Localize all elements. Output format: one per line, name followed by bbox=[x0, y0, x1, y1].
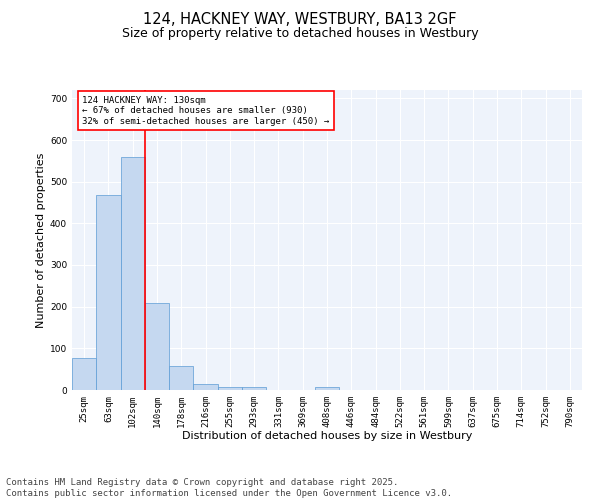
Bar bbox=[145, 304, 169, 390]
Y-axis label: Number of detached properties: Number of detached properties bbox=[36, 152, 46, 328]
Text: Size of property relative to detached houses in Westbury: Size of property relative to detached ho… bbox=[122, 28, 478, 40]
Bar bbox=[193, 384, 218, 390]
Bar bbox=[315, 387, 339, 390]
Bar bbox=[72, 358, 96, 390]
Bar bbox=[218, 386, 242, 390]
Bar bbox=[242, 386, 266, 390]
Text: Contains HM Land Registry data © Crown copyright and database right 2025.
Contai: Contains HM Land Registry data © Crown c… bbox=[6, 478, 452, 498]
Text: 124, HACKNEY WAY, WESTBURY, BA13 2GF: 124, HACKNEY WAY, WESTBURY, BA13 2GF bbox=[143, 12, 457, 28]
Text: 124 HACKNEY WAY: 130sqm
← 67% of detached houses are smaller (930)
32% of semi-d: 124 HACKNEY WAY: 130sqm ← 67% of detache… bbox=[82, 96, 329, 126]
Bar bbox=[96, 195, 121, 390]
Bar bbox=[121, 156, 145, 390]
X-axis label: Distribution of detached houses by size in Westbury: Distribution of detached houses by size … bbox=[182, 432, 472, 442]
Bar bbox=[169, 366, 193, 390]
